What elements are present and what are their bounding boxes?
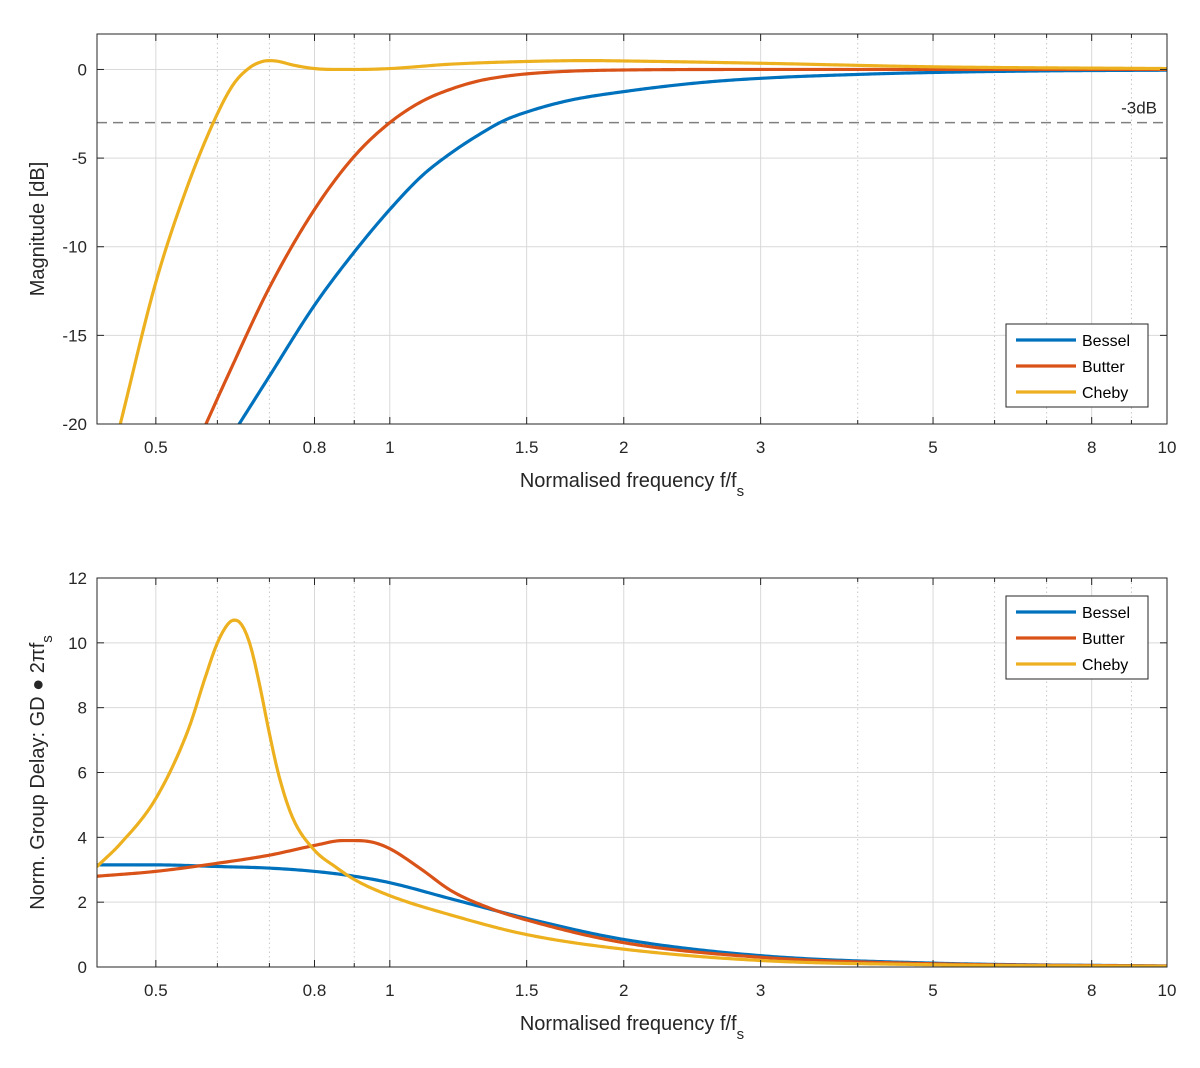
series-line-bessel xyxy=(237,68,1167,424)
series-line-cheby xyxy=(118,58,1167,424)
x-tick-label: 10 xyxy=(1158,981,1177,1000)
x-tick-label: 0.5 xyxy=(144,438,168,457)
x-tick-label: 2 xyxy=(619,438,628,457)
y-tick-label: 0 xyxy=(78,958,87,977)
legend-label-cheby: Cheby xyxy=(1082,385,1128,402)
x-tick-label: 8 xyxy=(1087,981,1096,1000)
x-tick-label: 5 xyxy=(928,981,937,1000)
x-tick-label: 5 xyxy=(928,438,937,457)
minus-3db-label: -3dB xyxy=(1121,99,1157,118)
y-tick-label: -5 xyxy=(72,149,87,168)
y-tick-label: 6 xyxy=(78,764,87,783)
x-tick-label: 0.8 xyxy=(303,981,327,1000)
x-tick-label: 10 xyxy=(1158,438,1177,457)
y-tick-label: -10 xyxy=(62,238,87,257)
x-tick-label: 1 xyxy=(385,438,394,457)
x-tick-label: 1.5 xyxy=(515,981,539,1000)
series-line-cheby xyxy=(97,618,1167,967)
legend: Bessel Butter Cheby xyxy=(1005,323,1149,408)
y-axis-label: Magnitude [dB] xyxy=(27,162,49,297)
series-group xyxy=(118,58,1167,424)
y-tick-label: 10 xyxy=(68,634,87,653)
y-tick-label: -20 xyxy=(62,415,87,434)
x-tick-label: 8 xyxy=(1087,438,1096,457)
x-tick-label: 2 xyxy=(619,981,628,1000)
legend: Bessel Butter Cheby xyxy=(1005,595,1149,680)
magnitude-plot: -3dB 0.5 0.8 1 1.5 2 3 5 8 10 0 -5 -10 -15 -20 Normalis… xyxy=(27,33,1177,500)
y-tick-label: -15 xyxy=(62,326,87,345)
y-tick-label: 0 xyxy=(78,60,87,79)
y-axis-label: Norm. Group Delay: GD ● 2πfs xyxy=(27,635,56,910)
legend-label-bessel: Bessel xyxy=(1082,605,1130,622)
plot-area xyxy=(97,34,1167,424)
x-tick-label: 1.5 xyxy=(515,438,539,457)
x-tick-label: 0.8 xyxy=(303,438,327,457)
group-delay-plot: 0.5 0.8 1 1.5 2 3 5 8 10 0 2 4 6 8 10 12 Normalised freq… xyxy=(27,569,1176,1043)
y-tick-label: 4 xyxy=(78,828,87,847)
y-tick-label: 8 xyxy=(78,699,87,718)
legend-label-butter: Butter xyxy=(1082,359,1125,376)
x-tick-label: 0.5 xyxy=(144,981,168,1000)
x-axis-label: Normalised frequency f/fs xyxy=(520,470,744,500)
axes-box xyxy=(96,33,1168,425)
y-tick-label: 12 xyxy=(68,569,87,588)
x-tick-label: 3 xyxy=(756,981,765,1000)
x-tick-label: 1 xyxy=(385,981,394,1000)
series-line-butter xyxy=(204,67,1167,424)
legend-label-cheby: Cheby xyxy=(1082,657,1128,674)
x-tick-label: 3 xyxy=(756,438,765,457)
legend-label-bessel: Bessel xyxy=(1082,333,1130,350)
x-axis-label: Normalised frequency f/fs xyxy=(520,1013,744,1043)
series-group xyxy=(97,618,1167,967)
y-tick-label: 2 xyxy=(78,893,87,912)
legend-label-butter: Butter xyxy=(1082,631,1125,648)
